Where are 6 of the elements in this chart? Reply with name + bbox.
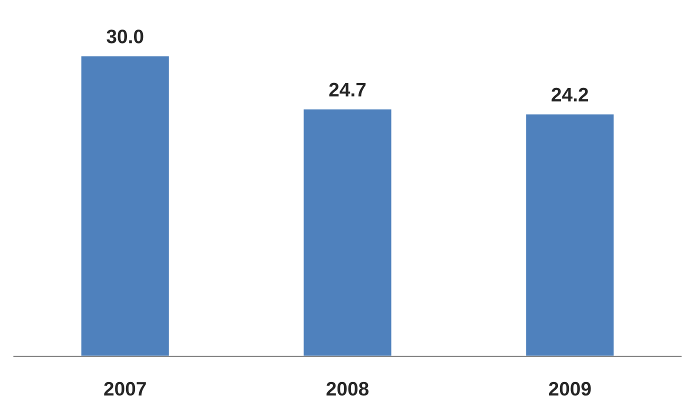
x-tick-label: 2008: [326, 382, 369, 396]
x-tick-label: 2007: [104, 382, 146, 396]
x-tick-label: 2009: [548, 382, 591, 396]
data-label: 24.7: [329, 82, 366, 96]
data-label: 24.2: [552, 88, 588, 102]
data-label: 30.0: [106, 30, 144, 44]
